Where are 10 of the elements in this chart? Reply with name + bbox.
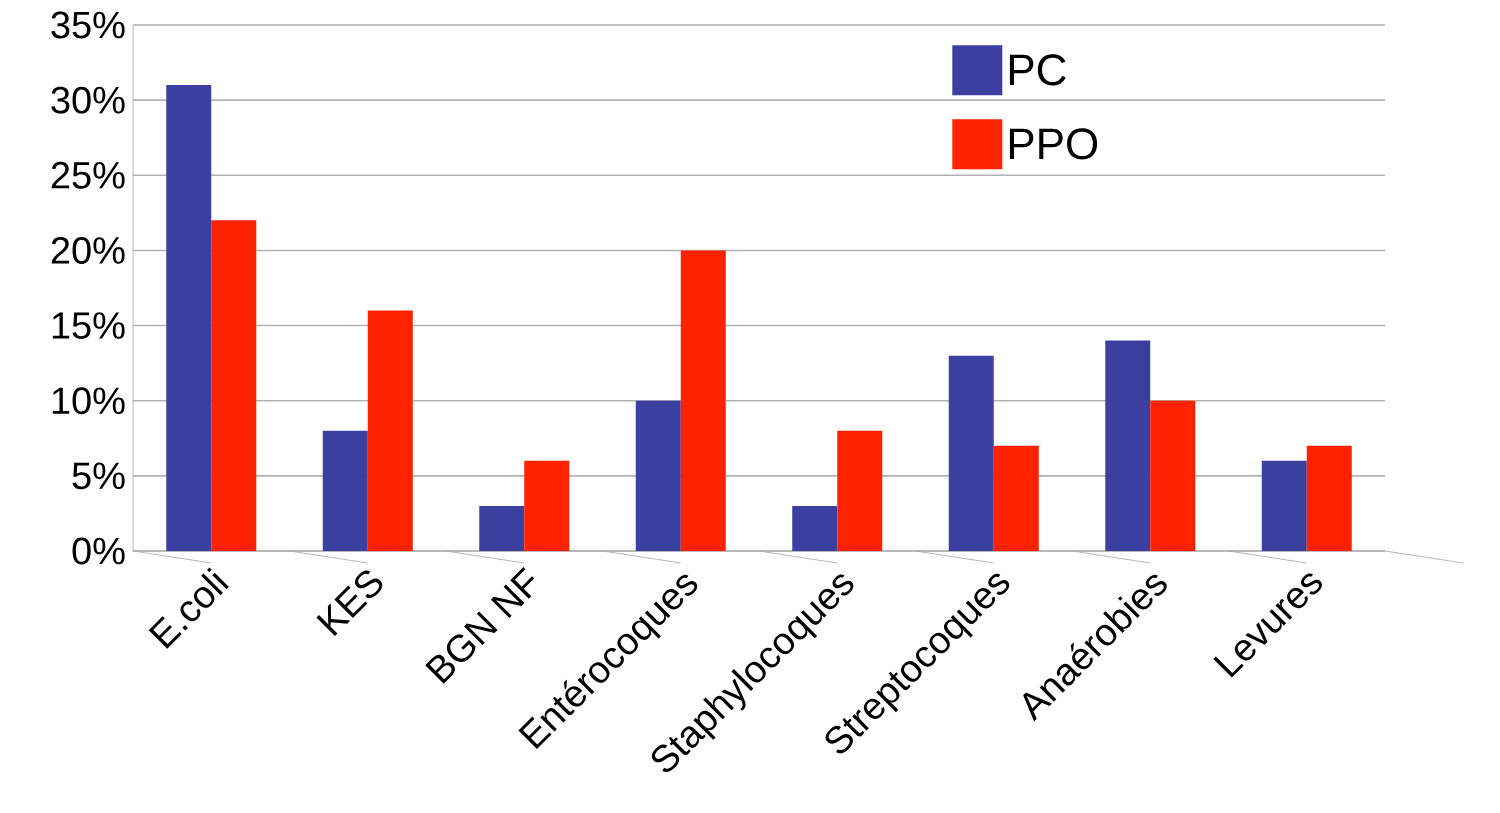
legend-label: PC (1009, 54, 1066, 86)
y-tick-label: 20% (51, 236, 125, 264)
y-tick-label: 0% (72, 537, 125, 565)
y-tick-label: 30% (51, 86, 125, 114)
y-tick-label: 5% (72, 462, 125, 490)
y-tick-label: 35% (51, 11, 125, 39)
y-tick-label: 10% (52, 387, 125, 415)
y-tick-label: 25% (51, 161, 125, 189)
legend-label: PPO (1009, 128, 1098, 160)
y-tick-label: 15% (52, 312, 125, 339)
